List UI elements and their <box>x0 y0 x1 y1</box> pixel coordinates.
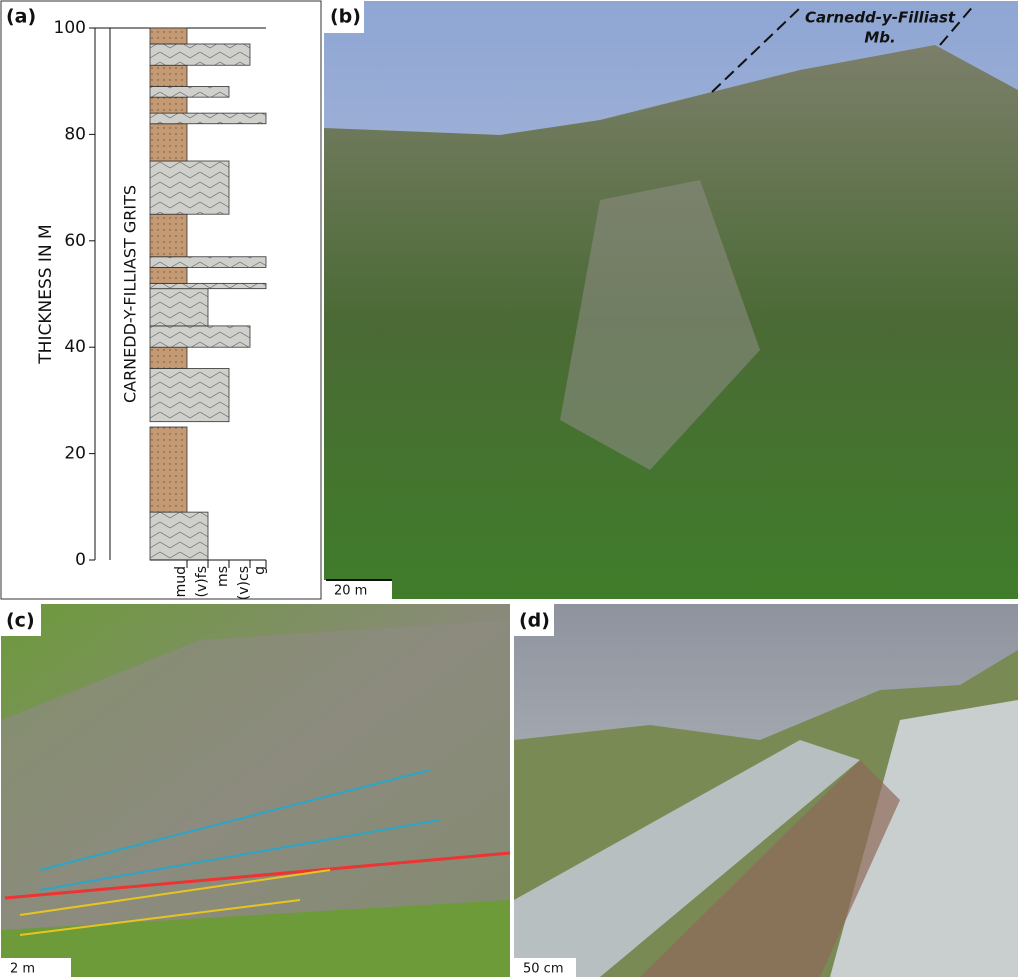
column-label: CARNEDD-Y-FILLIAST GRITS <box>121 185 140 403</box>
y-tick-label: 40 <box>64 337 86 357</box>
y-tick-label: 80 <box>64 124 86 144</box>
bed <box>150 257 266 268</box>
bed <box>150 347 187 368</box>
bed <box>150 512 208 560</box>
bed <box>150 267 187 283</box>
bed <box>150 124 187 161</box>
y-axis-label: THICKNESS IN M <box>36 224 56 364</box>
y-tick-label: 0 <box>75 550 86 570</box>
bed <box>150 113 266 124</box>
panel-label: (b) <box>330 6 361 28</box>
grain-label: ms <box>215 566 231 587</box>
figure: (a) 0 20 40 60 80 100 THICKNESS IN M CARNEDD-Y-F… <box>0 0 1019 978</box>
annotation: Carnedd-y-Filliast <box>805 9 956 27</box>
y-tick-label: 100 <box>54 18 86 38</box>
grain-label: (v)cs <box>236 566 252 600</box>
photo-c <box>1 604 510 977</box>
bed <box>150 44 250 65</box>
annotation: Mb. <box>864 29 895 47</box>
bed <box>150 87 229 98</box>
bed <box>150 214 187 257</box>
y-tick-label: 20 <box>64 444 86 464</box>
bed <box>150 97 187 113</box>
panel-label: (a) <box>6 6 36 28</box>
page: {"chart_data": {"type": "strat-log", "la… <box>0 0 1019 978</box>
scale-bar-label: 50 cm <box>523 962 564 977</box>
bed <box>150 289 208 326</box>
panel-label: (d) <box>519 610 550 632</box>
grain-label: g <box>252 566 268 575</box>
grain-label: (v)fs <box>194 566 210 597</box>
scale-bar-label: 20 m <box>334 584 367 599</box>
photo-d <box>514 604 1018 977</box>
y-tick-label: 60 <box>64 231 86 251</box>
bed <box>150 283 266 288</box>
bed <box>150 161 229 214</box>
bed <box>150 427 187 512</box>
bed <box>150 368 229 421</box>
grain-label: mud <box>173 566 189 597</box>
bed <box>150 65 187 86</box>
scale-bar-label: 2 m <box>10 962 35 977</box>
bed <box>150 326 250 347</box>
photo-b <box>324 1 1018 599</box>
bed <box>150 28 187 44</box>
panel-label: (c) <box>6 610 35 632</box>
